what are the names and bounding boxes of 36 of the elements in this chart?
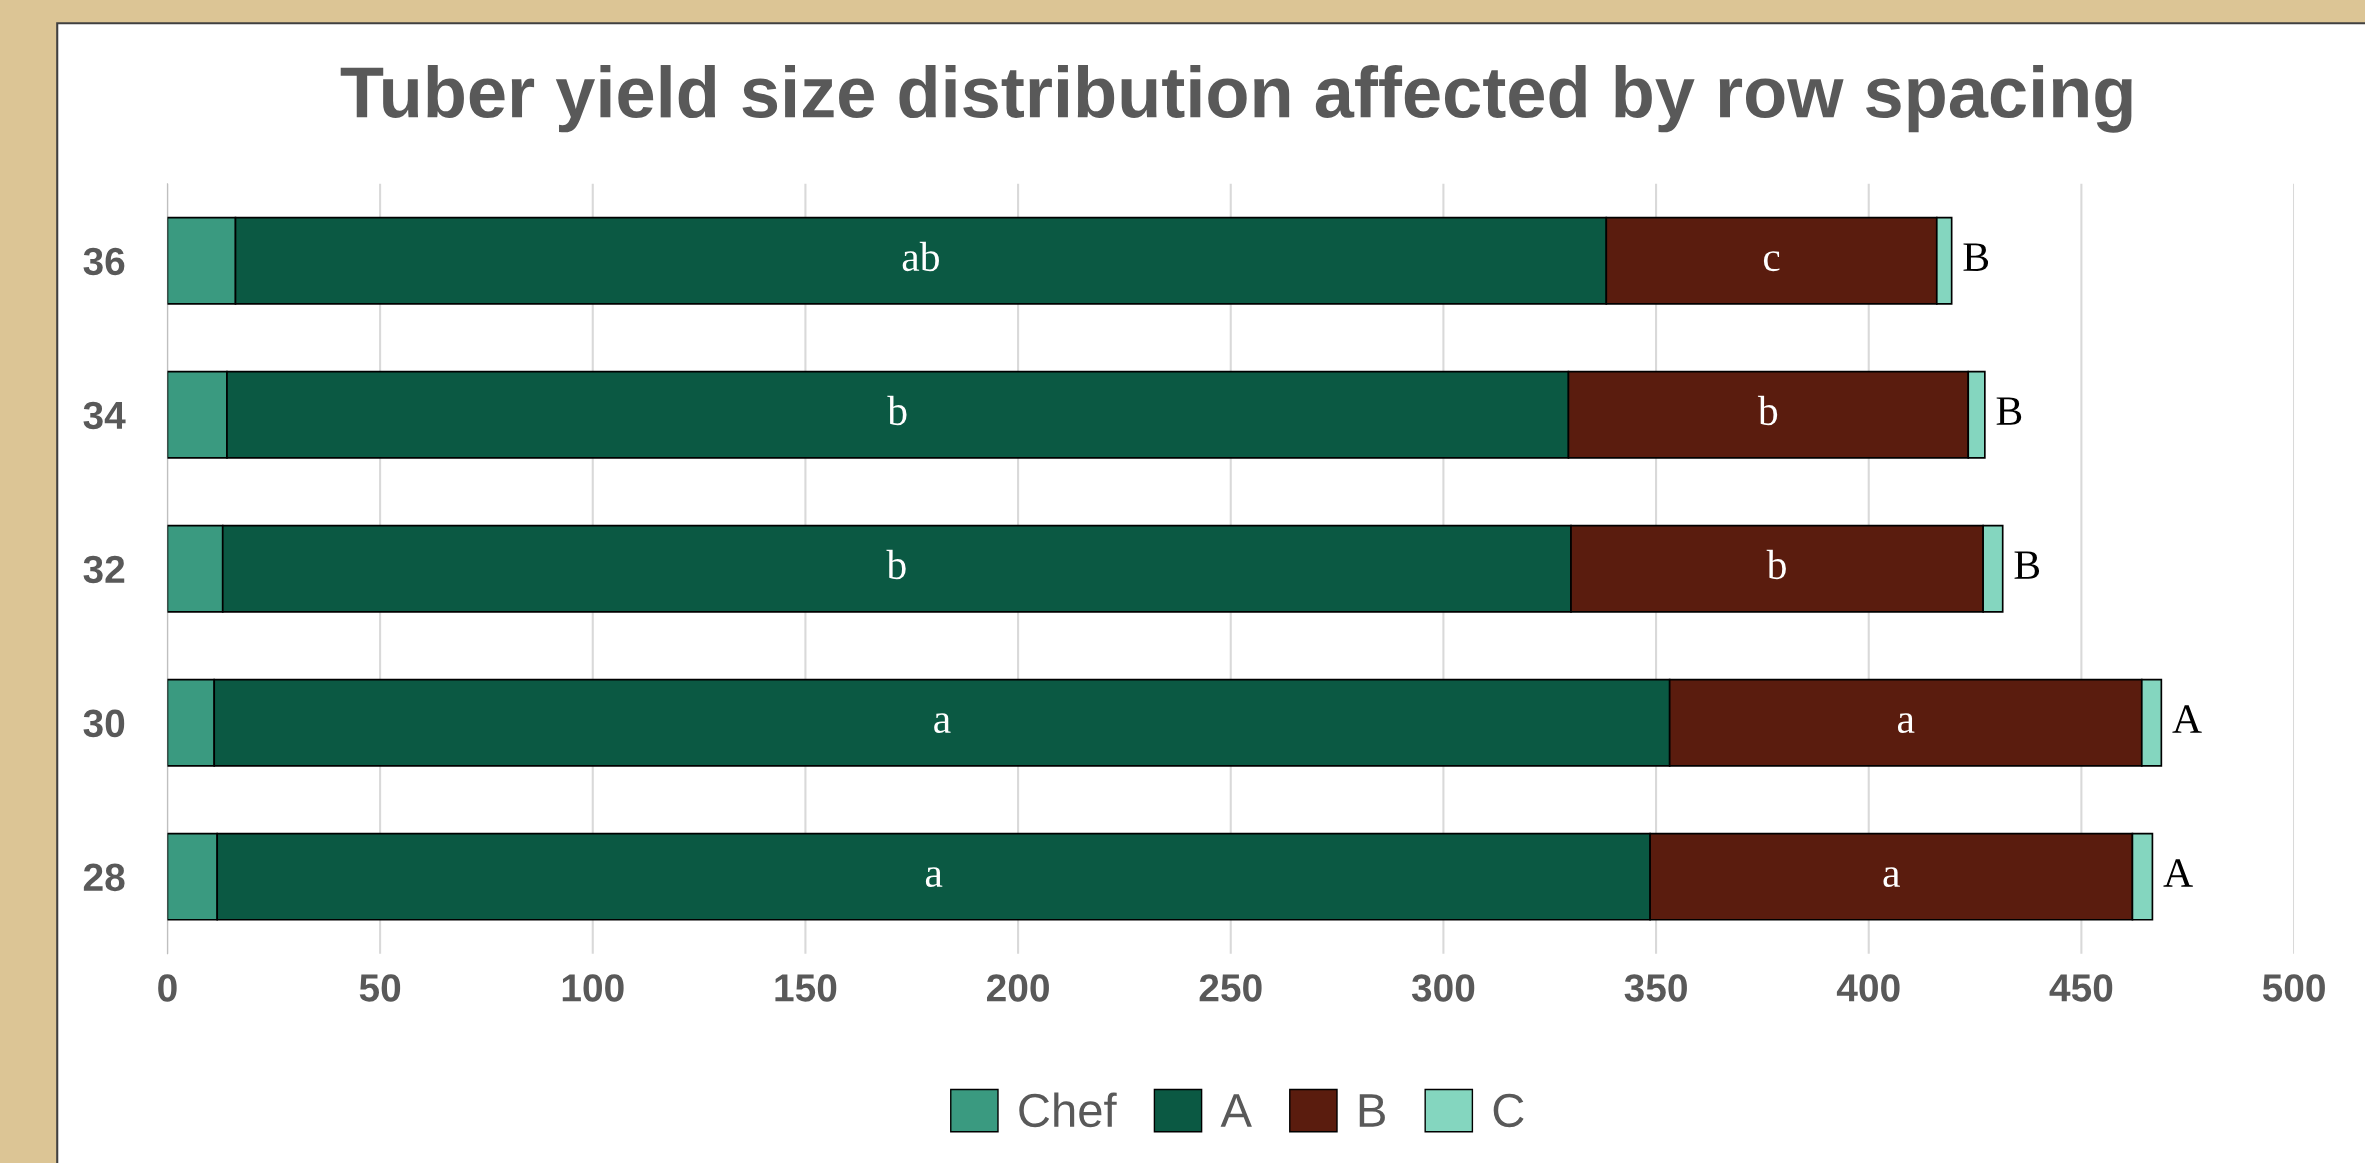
y-tick-label: 30	[83, 709, 125, 738]
data-label: a	[934, 713, 951, 734]
chart-title: Tuber yield size distribution affected by row spacing	[340, 65, 2132, 133]
data-label: a	[1897, 713, 1915, 734]
data-label: c	[1763, 251, 1780, 272]
y-tick-label: 34	[83, 401, 126, 430]
x-tick-label: 0	[158, 974, 177, 1002]
data-label: B	[1963, 243, 1989, 271]
y-tick-label: 28	[83, 863, 125, 892]
data-label: b	[1766, 549, 1786, 580]
legend-label: B	[1359, 1094, 1385, 1127]
data-label: a	[925, 867, 943, 888]
data-label: b	[1757, 395, 1778, 426]
x-tick-label: 200	[987, 974, 1049, 1002]
legend-label: Chef	[1019, 1092, 1117, 1128]
data-label: A	[2172, 705, 2202, 733]
data-label: b	[887, 395, 907, 426]
data-label: a	[1883, 867, 1900, 888]
x-tick-label: 450	[2049, 974, 2113, 1002]
legend-label: C	[1493, 1093, 1524, 1128]
y-tick-label: 32	[83, 555, 125, 584]
legend-label: A	[1220, 1094, 1252, 1127]
y-tick-label: 36	[83, 247, 125, 276]
x-tick-label: 300	[1411, 974, 1475, 1002]
x-tick-label: 150	[775, 974, 837, 1002]
data-label: B	[1996, 397, 2022, 425]
x-tick-label: 50	[359, 974, 401, 1002]
x-tick-label: 350	[1624, 974, 1687, 1002]
x-tick-label: 100	[562, 974, 624, 1002]
data-label: A	[2163, 859, 2193, 887]
x-tick-label: 250	[1199, 974, 1262, 1002]
data-label: B	[2014, 551, 2040, 579]
x-tick-label: 500	[2262, 974, 2325, 1002]
data-label: ab	[902, 241, 939, 272]
data-label: b	[886, 549, 906, 580]
x-tick-label: 400	[1836, 974, 1900, 1002]
